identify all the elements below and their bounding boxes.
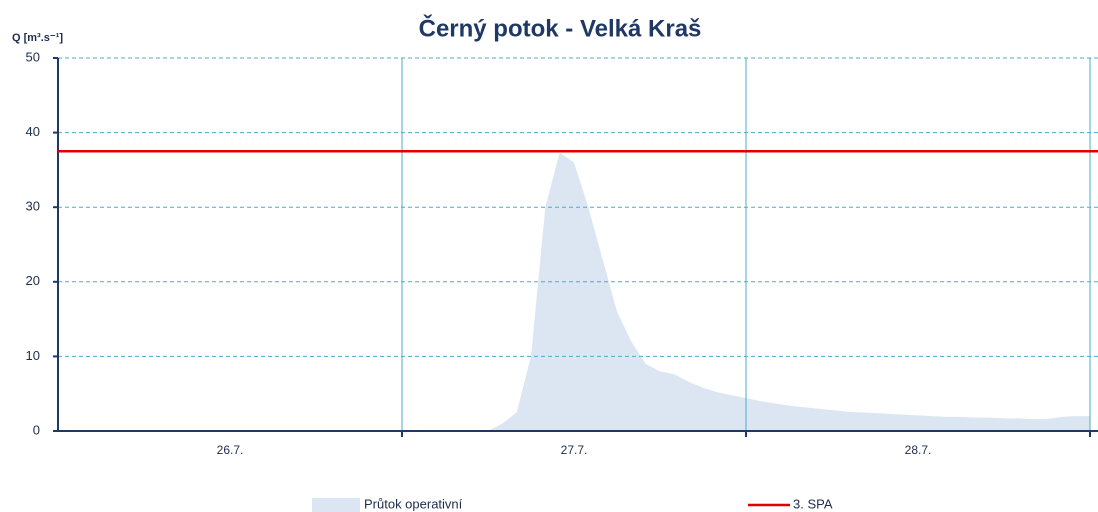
x-tick-label: 26.7. bbox=[217, 443, 244, 457]
legend-swatch bbox=[312, 498, 360, 512]
y-tick-label: 20 bbox=[26, 273, 40, 288]
y-tick-label: 30 bbox=[26, 199, 40, 214]
x-tick-label: 28.7. bbox=[905, 443, 932, 457]
legend-label: 3. SPA bbox=[793, 496, 833, 511]
legend-label: Průtok operativní bbox=[364, 496, 463, 511]
y-tick-label: 10 bbox=[26, 348, 40, 363]
area bbox=[58, 152, 1090, 431]
y-tick-label: 0 bbox=[33, 422, 40, 437]
y-tick-label: 40 bbox=[26, 124, 40, 139]
y-axis-label: Q [m³.s⁻¹] bbox=[12, 32, 63, 44]
x-tick-label: 27.7. bbox=[561, 443, 588, 457]
y-tick-label: 50 bbox=[26, 49, 40, 64]
chart-title: Černý potok - Velká Kraš bbox=[419, 14, 702, 42]
